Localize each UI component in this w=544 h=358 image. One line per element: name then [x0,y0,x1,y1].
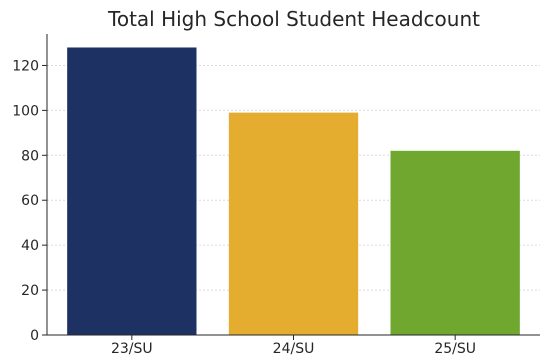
y-tick-label: 100 [12,103,39,119]
bars [67,47,520,336]
bar-25-su [390,150,520,335]
y-tick-label: 80 [21,148,39,164]
axes: 0 20 40 60 80 100 120 23/SU 24/SU 25/SU [12,34,540,357]
chart-title: Total High School Student Headcount [107,7,480,31]
y-tick-label: 60 [21,193,39,209]
bar-23-su [67,47,197,336]
x-tick-label: 23/SU [111,341,153,357]
x-tick-label: 25/SU [434,341,476,357]
y-tick-label: 120 [12,58,39,74]
y-tick-label: 0 [30,328,39,344]
bar-24-su [228,112,359,335]
y-tick-label: 40 [21,238,39,254]
y-tick-label: 20 [21,283,39,299]
x-tick-label: 24/SU [273,341,315,357]
